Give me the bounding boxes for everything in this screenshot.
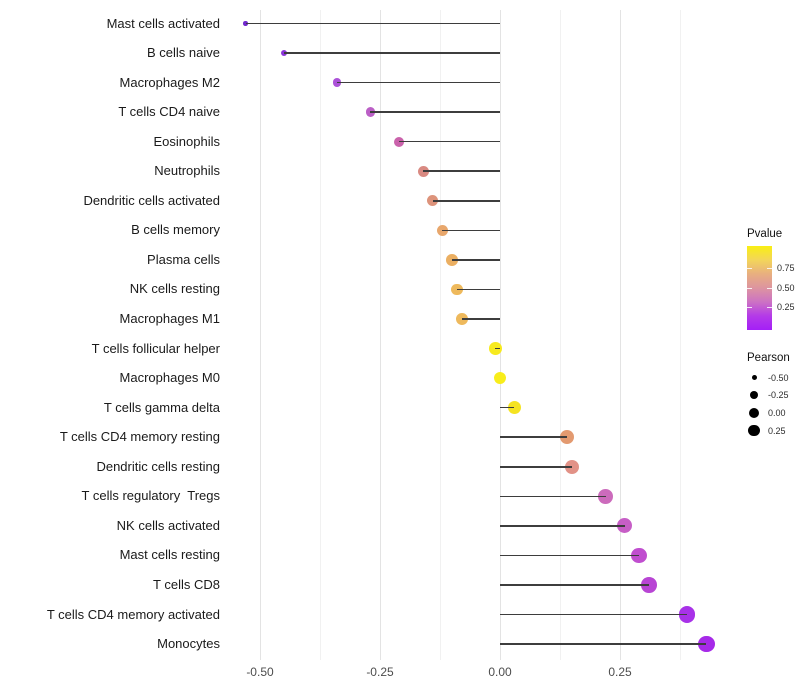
lollipop-stem: [423, 170, 500, 173]
lollipop-stem: [461, 318, 500, 320]
x-tick-label: -0.25: [366, 665, 394, 679]
lollipop-stem: [245, 22, 500, 25]
lollipop-point: [640, 577, 657, 593]
category-label: Plasma cells: [147, 251, 220, 267]
category-label: Dendritic cells activated: [83, 192, 220, 208]
lollipop-stem: [500, 406, 515, 409]
colorbar-tick: [767, 306, 772, 308]
category-label: NK cells activated: [116, 517, 220, 533]
lollipop-stem: [495, 347, 500, 350]
category-label: B cells naive: [147, 45, 220, 61]
x-tick-label: -0.50: [246, 665, 274, 679]
category-label: Macrophages M0: [119, 370, 220, 386]
gridline-major: [619, 10, 621, 660]
x-tick-label: 0.25: [608, 665, 632, 679]
gridline-major: [259, 10, 261, 660]
lollipop-point: [617, 518, 633, 534]
pearson-legend-label: 0.25: [768, 425, 786, 436]
pearson-legend-title: Pearson: [747, 352, 790, 364]
pearson-legend-label: -0.25: [768, 390, 789, 401]
category-label: Mast cells resting: [119, 547, 220, 563]
category-label: Dendritic cells resting: [96, 458, 220, 474]
lollipop-point: [332, 78, 342, 87]
lollipop-stem: [399, 140, 500, 143]
colorbar-tick: [767, 268, 772, 269]
category-label: T cells regulatory Tregs: [81, 488, 220, 504]
gridline-minor: [559, 10, 561, 660]
colorbar-tick: [747, 268, 752, 269]
gridline-minor: [679, 10, 681, 660]
pearson-legend-label: -0.50: [768, 372, 789, 383]
category-label: T cells CD4 memory activated: [46, 606, 220, 622]
category-label: Macrophages M1: [119, 311, 220, 326]
category-label: T cells follicular helper: [91, 340, 220, 356]
lollipop-point: [427, 195, 439, 207]
lollipop-stem: [500, 643, 707, 645]
pearson-legend-dot: [751, 375, 757, 380]
colorbar-tick-label: 0.50: [777, 282, 795, 293]
colorbar-tick-label: 0.75: [777, 263, 795, 273]
lollipop-stem: [432, 200, 500, 202]
pearson-legend-dot: [748, 424, 760, 437]
pearson-legend-label: 0.00: [768, 407, 786, 418]
category-label: T cells CD8: [153, 576, 220, 592]
category-label: Neutrophils: [154, 163, 220, 179]
lollipop-stem: [452, 259, 500, 261]
category-label: T cells CD4 memory resting: [59, 429, 220, 445]
gridline-minor: [439, 10, 441, 660]
pearson-legend-dot: [750, 391, 758, 400]
lollipop-stem: [442, 229, 500, 232]
lollipop-stem: [500, 584, 649, 586]
lollipop-stem: [336, 81, 500, 84]
lollipop-point: [446, 254, 458, 266]
lollipop-stem: [500, 613, 688, 616]
lollipop-point: [450, 283, 463, 296]
category-label: T cells gamma delta: [103, 399, 220, 415]
lollipop-point: [631, 547, 647, 564]
colorbar-tick: [767, 287, 772, 289]
pvalue-legend-title: Pvalue: [747, 228, 783, 240]
colorbar-tick: [747, 306, 752, 308]
lollipop-stem: [500, 554, 640, 557]
gridline-minor: [319, 10, 321, 660]
category-label: Mast cells activated: [106, 15, 220, 31]
lollipop-point: [679, 606, 696, 623]
x-tick-label: 0.00: [488, 665, 512, 679]
category-label: Macrophages M2: [119, 74, 220, 90]
lollipop-stem: [370, 111, 500, 113]
lollipop-stem: [500, 465, 572, 468]
colorbar-tick: [747, 287, 752, 289]
lollipop-point: [417, 165, 429, 177]
category-label: NK cells resting: [129, 281, 220, 297]
lollipop-stem: [284, 52, 500, 54]
lollipop-point: [507, 401, 521, 415]
colorbar-tick-label: 0.25: [777, 301, 795, 312]
gridline-major: [379, 10, 381, 660]
lollipop-stem: [500, 495, 606, 498]
lollipop-point: [243, 21, 248, 26]
category-label: B cells memory: [131, 222, 220, 238]
lollipop-stem: [500, 436, 568, 438]
category-label: Monocytes: [157, 636, 220, 652]
lollipop-point: [280, 49, 288, 57]
lollipop-stem: [456, 288, 500, 291]
category-label: T cells CD4 naive: [118, 104, 220, 120]
lollipop-point: [493, 371, 507, 385]
lollipop-stem: [500, 525, 625, 527]
category-label: Eosinophils: [153, 133, 221, 149]
pearson-legend-dot: [749, 407, 759, 418]
gridline-major: [499, 10, 501, 660]
